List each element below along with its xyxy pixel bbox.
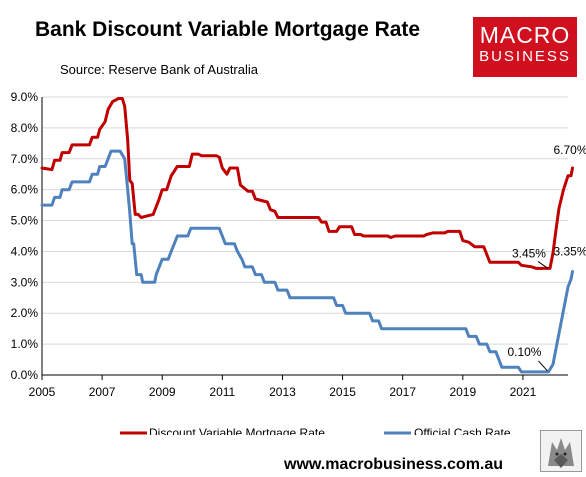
- y-axis-tick-labels: 0.0% 1.0% 2.0% 3.0% 4.0% 5.0% 6.0% 7.0% 8.0% 9.0%: [11, 90, 39, 382]
- x-tick-label: 2013: [269, 385, 296, 399]
- y-tick-label: 6.0%: [11, 183, 39, 197]
- annotation-label: 6.70%: [553, 143, 586, 157]
- y-tick-label: 7.0%: [11, 152, 39, 166]
- x-tick-label: 2011: [209, 385, 235, 399]
- y-tick-label: 3.0%: [11, 275, 39, 289]
- footer-url[interactable]: www.macrobusiness.com.au: [284, 456, 504, 473]
- grid: [42, 96, 568, 376]
- legend: Discount Variable Mortgage Rate Official …: [120, 426, 511, 435]
- logo-line-2: BUSINESS: [479, 48, 571, 65]
- x-tick-label: 2021: [510, 385, 537, 399]
- annotation-leader: [538, 360, 548, 372]
- x-tick-label: 2009: [149, 385, 176, 399]
- wolf-logo-icon: [540, 430, 582, 472]
- annotation-label: 3.35%: [553, 245, 586, 259]
- mortgage-rate-line: [40, 97, 574, 270]
- annotation-label: 0.10%: [507, 345, 541, 359]
- legend-label-mortgage: Discount Variable Mortgage Rate: [149, 426, 325, 435]
- y-tick-label: 2.0%: [11, 306, 39, 320]
- y-tick-label: 1.0%: [11, 337, 39, 351]
- x-tick-label: 2017: [389, 385, 416, 399]
- line-chart: 0.0% 1.0% 2.0% 3.0% 4.0% 5.0% 6.0% 7.0% 8.0% 9.0%…: [11, 90, 586, 435]
- legend-label-cash: Official Cash Rate: [414, 426, 511, 435]
- y-tick-label: 4.0%: [11, 244, 39, 258]
- annotation-label: 3.45%: [512, 246, 546, 260]
- x-axis-tick-labels: 2005 2007 2009 2011 2013 2015 2017 2019 2021: [29, 385, 537, 399]
- axes: [41, 97, 568, 380]
- source-note: Source: Reserve Bank of Australia: [60, 62, 258, 77]
- y-tick-label: 9.0%: [11, 90, 39, 104]
- x-tick-label: 2019: [449, 385, 476, 399]
- y-tick-label: 5.0%: [11, 214, 39, 228]
- logo-line-1: MACRO: [479, 22, 571, 48]
- x-tick-label: 2007: [89, 385, 116, 399]
- series-lines: [40, 97, 574, 374]
- annotations: 6.70% 3.45% 3.35% 0.10%: [507, 143, 586, 372]
- cash-rate-line: [40, 149, 574, 374]
- y-tick-label: 8.0%: [11, 121, 39, 135]
- chart-title: Bank Discount Variable Mortgage Rate: [35, 18, 421, 41]
- annotation-leader: [537, 261, 549, 269]
- y-tick-label: 0.0%: [11, 368, 39, 382]
- x-tick-label: 2005: [29, 385, 56, 399]
- macrobusiness-logo: MACRO BUSINESS: [473, 17, 577, 77]
- x-tick-label: 2015: [329, 385, 356, 399]
